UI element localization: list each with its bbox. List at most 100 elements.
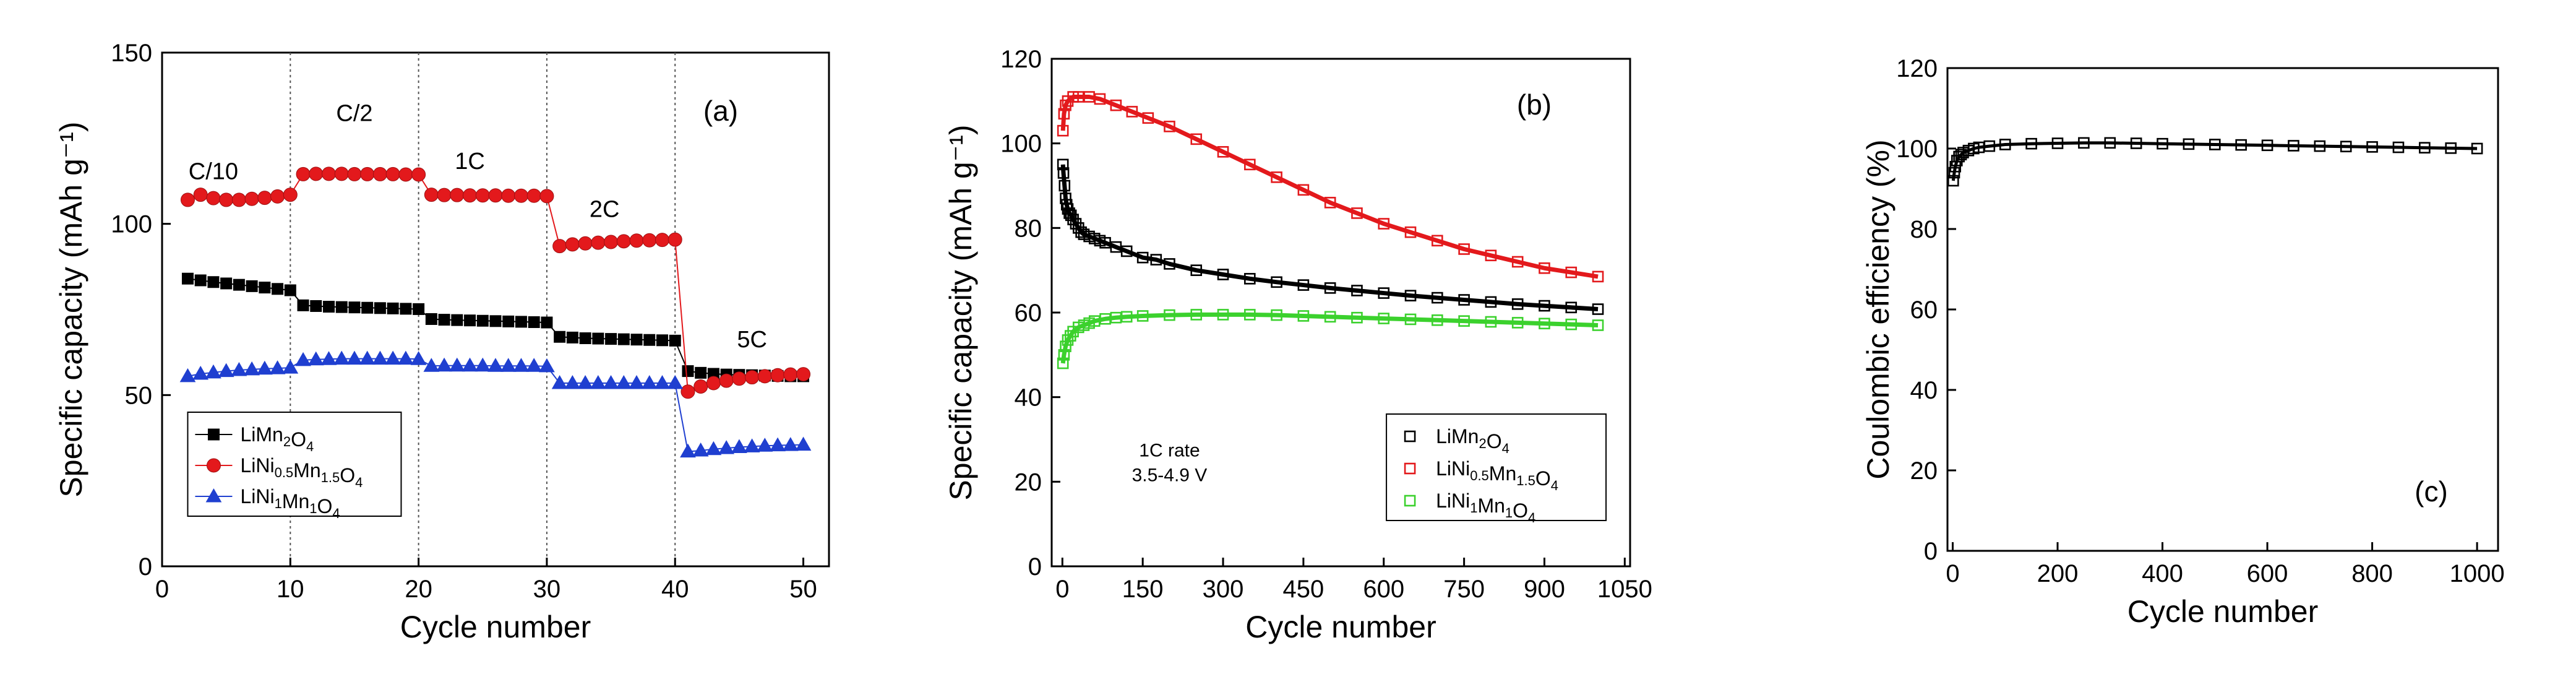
data-point <box>1297 184 1310 196</box>
x-tick-label: 1050 <box>1597 576 1652 603</box>
data-point <box>257 191 272 205</box>
y-tick-label: 40 <box>1015 384 1042 412</box>
data-point <box>2157 137 2168 150</box>
data-point <box>372 350 389 365</box>
data-point <box>770 368 785 382</box>
data-point <box>770 437 786 452</box>
data-point <box>374 302 386 314</box>
data-point <box>2104 137 2116 149</box>
data-point <box>436 357 452 372</box>
y-axis-title: Specific capacity (mAh g⁻¹) <box>54 121 88 497</box>
data-point <box>513 188 528 203</box>
x-tick-label: 900 <box>1524 576 1565 603</box>
data-point <box>334 166 349 181</box>
data-point <box>335 301 348 313</box>
data-point <box>2445 142 2457 154</box>
data-point <box>295 352 311 366</box>
data-point <box>1458 294 1470 306</box>
data-point <box>616 234 631 249</box>
data-point <box>1983 140 1996 152</box>
data-point <box>1458 315 1470 327</box>
data-point <box>1297 279 1310 291</box>
data-point <box>1058 349 1070 361</box>
data-point <box>1057 124 1069 137</box>
data-point <box>1190 133 1203 145</box>
data-point <box>1217 269 1229 280</box>
data-point <box>1511 298 1524 310</box>
data-point <box>552 239 567 254</box>
y-axis-title: Coulombic efficiency (%) <box>1861 139 1896 479</box>
series-LiMn2O4 <box>1057 158 1604 315</box>
data-point <box>310 300 322 312</box>
data-point <box>654 374 671 389</box>
data-point <box>526 188 541 203</box>
data-point <box>692 442 709 457</box>
data-point <box>682 365 694 378</box>
series-LiNi1Mn1O4 <box>179 350 812 458</box>
data-point <box>2340 140 2352 153</box>
data-point <box>1404 313 1417 326</box>
data-point <box>193 188 208 202</box>
data-point <box>757 369 772 384</box>
data-point <box>592 332 604 345</box>
legend-marker <box>1404 495 1416 507</box>
data-point <box>2471 142 2483 155</box>
data-point <box>207 276 220 288</box>
data-point <box>437 188 452 202</box>
data-point <box>1094 93 1106 105</box>
data-point <box>270 189 285 204</box>
data-point <box>1271 309 1282 321</box>
x-tick-label: 40 <box>661 576 689 603</box>
data-point <box>425 313 437 325</box>
data-point <box>385 350 401 365</box>
data-point <box>617 333 630 345</box>
data-point <box>475 188 490 203</box>
data-point <box>2209 139 2221 150</box>
x-tick-label: 30 <box>533 576 561 603</box>
data-point <box>1351 285 1363 296</box>
y-tick-label: 0 <box>1028 553 1042 581</box>
data-point <box>1485 249 1497 262</box>
data-point <box>501 188 516 203</box>
data-point <box>680 384 695 399</box>
data-point <box>731 439 747 453</box>
data-point <box>566 331 578 343</box>
series-LiNi1Mn1O4 <box>1057 309 1604 369</box>
data-point <box>1150 254 1162 266</box>
data-point <box>695 366 707 379</box>
y-tick-label: 60 <box>1910 296 1938 324</box>
data-point <box>1947 175 1959 187</box>
data-point <box>1404 290 1417 301</box>
data-point <box>296 166 311 181</box>
data-point <box>629 233 644 248</box>
x-tick-label: 0 <box>155 576 169 603</box>
data-point <box>220 277 233 290</box>
data-point <box>500 358 517 372</box>
data-point <box>705 441 722 456</box>
data-point <box>1511 317 1524 329</box>
data-point <box>361 301 374 314</box>
data-point <box>284 284 296 296</box>
data-point <box>539 358 555 373</box>
data-point <box>1057 167 1070 179</box>
legend-box <box>1386 413 1607 521</box>
data-point <box>1244 273 1256 285</box>
x-tick-label: 600 <box>1363 576 1404 603</box>
data-point <box>1955 149 1967 161</box>
data-point <box>359 350 376 365</box>
data-point <box>1485 296 1497 308</box>
rate-label: 1C <box>455 149 485 175</box>
legend-marker <box>205 488 222 503</box>
legend-marker <box>1404 462 1416 475</box>
data-point <box>642 233 657 248</box>
data-point <box>487 358 504 372</box>
series-trace <box>1060 164 1599 312</box>
data-point <box>1126 106 1138 118</box>
data-point <box>1378 313 1390 324</box>
data-point <box>578 236 593 251</box>
data-point <box>360 166 375 181</box>
data-point <box>604 235 619 249</box>
data-point <box>346 350 363 365</box>
data-point <box>1164 309 1175 321</box>
